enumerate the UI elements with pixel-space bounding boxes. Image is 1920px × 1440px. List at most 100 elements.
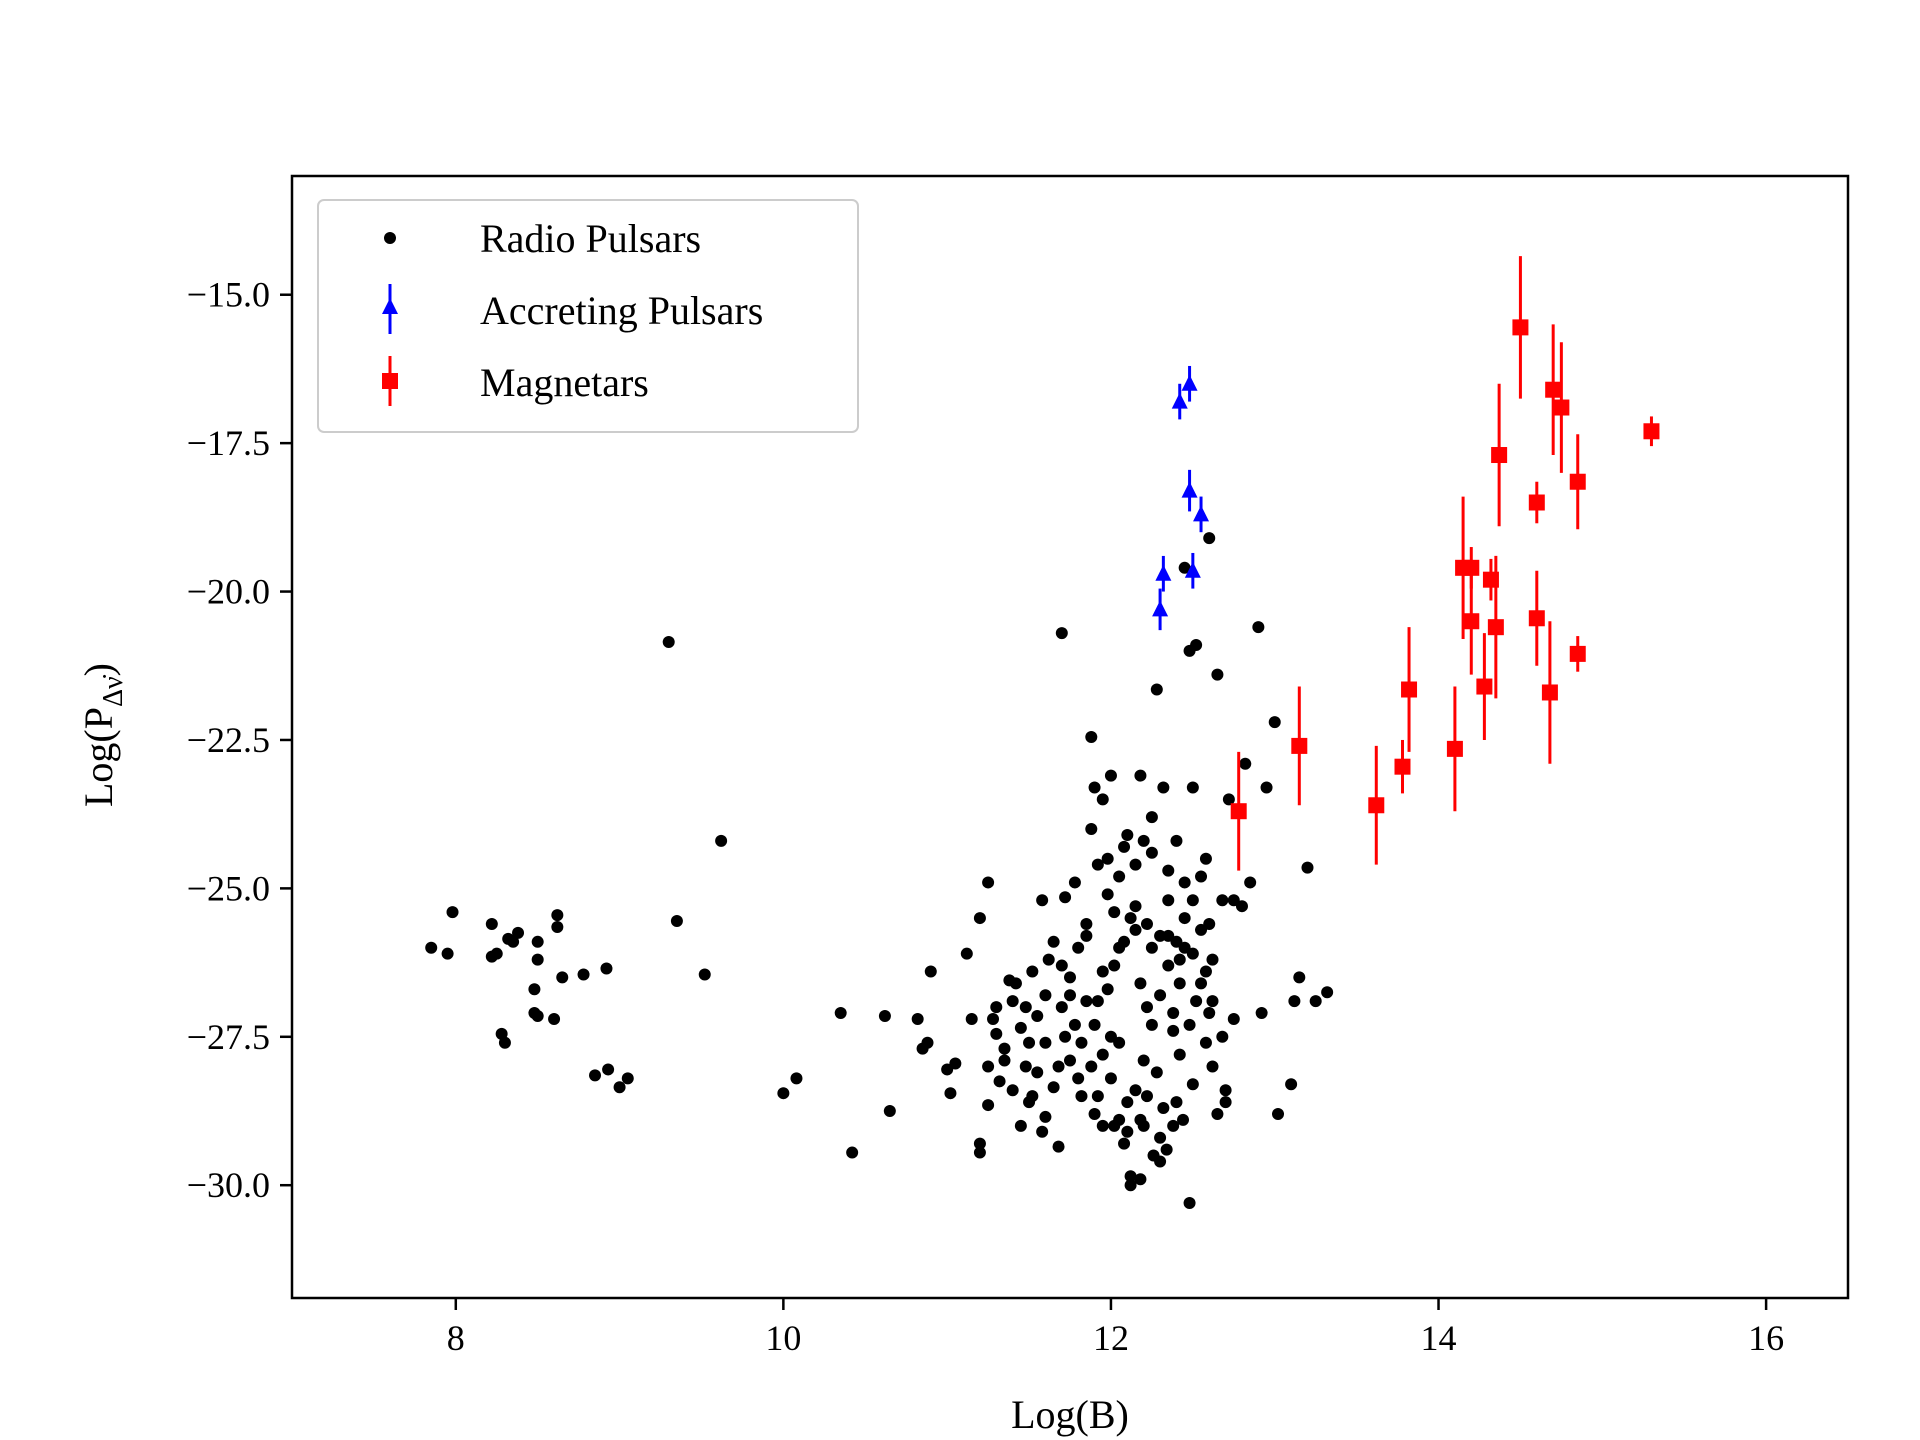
data-point (556, 971, 569, 984)
series-radio-pulsars (425, 532, 1334, 1210)
data-point (1206, 953, 1219, 966)
y-tick-label: −25.0 (187, 868, 270, 908)
data-point (1206, 1060, 1219, 1073)
data-point (498, 1036, 511, 1049)
data-point (1101, 888, 1114, 901)
data-point (1014, 1021, 1027, 1034)
x-axis-label: Log(B) (1011, 1392, 1129, 1437)
data-point (883, 1105, 896, 1117)
data-point (1085, 731, 1098, 743)
data-point (1186, 894, 1199, 907)
data-point (1177, 1113, 1190, 1126)
data-point (1055, 1001, 1068, 1014)
data-point (1206, 995, 1219, 1008)
data-point (1124, 1170, 1137, 1183)
data-point (1219, 1084, 1232, 1097)
data-point (1134, 1113, 1147, 1126)
data-point (921, 1036, 934, 1049)
data-point (1140, 918, 1153, 930)
data-point (1463, 613, 1480, 630)
data-point (973, 1146, 986, 1159)
data-point (1091, 858, 1104, 871)
data-point (1042, 953, 1055, 966)
data-point (1541, 684, 1558, 701)
data-point (1101, 852, 1114, 865)
legend-marker-radio-pulsars (384, 232, 396, 244)
data-point (1181, 481, 1198, 498)
data-point (1031, 1010, 1044, 1023)
data-point (1321, 986, 1334, 999)
data-point (1291, 737, 1308, 754)
data-point (998, 1054, 1011, 1067)
data-point (1134, 1173, 1147, 1186)
data-point (790, 1072, 803, 1085)
data-point (1528, 610, 1545, 627)
data-point (1129, 900, 1142, 913)
data-point (531, 1010, 544, 1023)
data-point (1055, 627, 1068, 640)
data-point (1075, 1036, 1088, 1049)
data-point (1203, 918, 1216, 930)
data-point (1088, 1107, 1101, 1120)
legend-marker-magnetars (382, 373, 398, 389)
data-point (1064, 1054, 1076, 1067)
data-point (911, 1012, 924, 1025)
data-point (965, 1012, 978, 1025)
data-point (990, 1001, 1003, 1014)
series-accreting-pulsars (1152, 365, 1210, 631)
data-point (441, 947, 454, 960)
data-point (1239, 757, 1252, 770)
data-point (1173, 1048, 1186, 1061)
x-tick-label: 14 (1421, 1318, 1457, 1358)
data-point (1186, 781, 1199, 794)
data-point (589, 1069, 602, 1082)
data-point (1476, 678, 1493, 695)
legend: Radio Pulsars Accreting Pulsars Magnetar… (317, 199, 859, 433)
data-point (1154, 1131, 1167, 1144)
data-point (512, 926, 525, 939)
data-point (834, 1007, 847, 1020)
data-point (1487, 619, 1504, 636)
data-point (1085, 823, 1098, 836)
data-point (613, 1081, 626, 1094)
data-point (1569, 473, 1586, 490)
data-point (1162, 959, 1175, 972)
data-point (1096, 793, 1109, 806)
data-point (998, 1042, 1011, 1055)
data-point (1272, 1107, 1285, 1120)
data-point (1096, 1119, 1109, 1132)
data-point (1227, 1012, 1240, 1025)
data-point (662, 636, 675, 649)
data-point (1193, 505, 1210, 522)
data-point (1047, 1081, 1060, 1094)
data-point (1167, 1007, 1180, 1020)
data-point (1096, 965, 1109, 978)
data-point (531, 953, 544, 966)
data-point (1160, 1143, 1173, 1156)
data-point (1244, 876, 1257, 889)
data-point (1545, 381, 1562, 398)
data-point (1137, 834, 1150, 847)
legend-marker-accreting-pulsars (382, 298, 398, 314)
data-point (1190, 638, 1203, 651)
y-tick-label: −20.0 (187, 572, 270, 612)
series-magnetars (1230, 256, 1660, 871)
data-point (1170, 1096, 1183, 1109)
data-point (1039, 1036, 1052, 1049)
data-point (1199, 965, 1212, 978)
data-point (551, 909, 564, 922)
data-point (1036, 1125, 1049, 1138)
data-point (777, 1087, 790, 1100)
y-tick-label: −22.5 (187, 720, 270, 760)
data-point (1140, 1090, 1153, 1103)
data-point (1309, 995, 1322, 1008)
data-point (1491, 447, 1508, 464)
data-point (949, 1057, 962, 1070)
y-axis: −15.0 −17.5 −20.0 −22.5 −25.0 −27.5 −30.0 (187, 275, 292, 1205)
data-point (1216, 894, 1229, 907)
data-point (1101, 983, 1114, 996)
data-point (1252, 621, 1265, 634)
y-axis-label: Log(PΔν̇) (76, 663, 129, 807)
x-tick-label: 12 (1093, 1318, 1129, 1358)
